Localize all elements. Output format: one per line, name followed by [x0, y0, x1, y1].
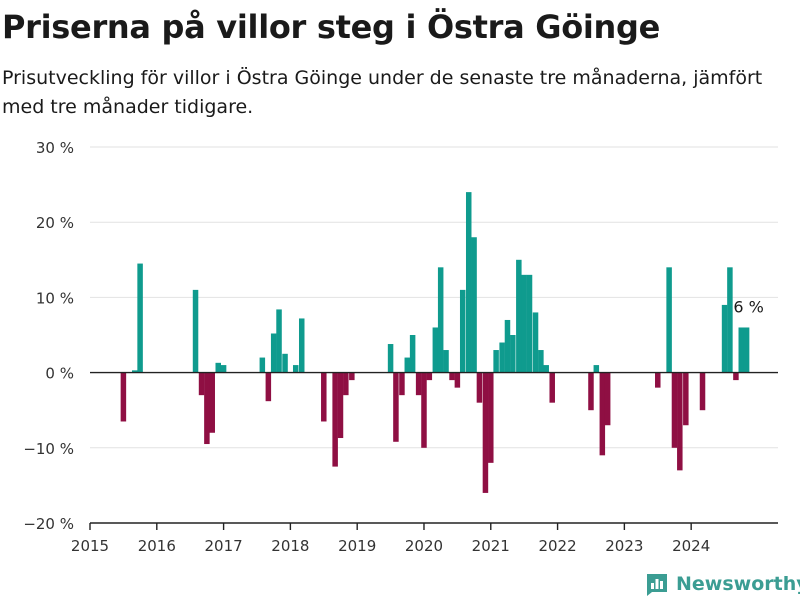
bar-negative — [733, 372, 739, 381]
bar-positive — [521, 274, 527, 373]
bar-negative — [198, 372, 205, 396]
x-tick-label: 2016 — [138, 537, 176, 555]
bar-positive — [510, 335, 516, 373]
bar-positive — [132, 370, 138, 373]
x-tick-label: 2020 — [405, 537, 443, 555]
y-tick-label: 0 % — [45, 365, 74, 383]
x-tick-label: 2022 — [538, 537, 576, 555]
chart-title: Priserna på villor steg i Östra Göinge — [2, 8, 661, 46]
x-tick-label: 2023 — [605, 537, 643, 555]
bar-chart-logo-icon — [647, 574, 667, 596]
bar-positive — [738, 327, 745, 373]
bar-positive — [721, 304, 728, 373]
bar-negative — [449, 372, 455, 381]
x-tick-label: 2018 — [271, 537, 309, 555]
bar-negative — [415, 372, 422, 396]
bar-negative — [454, 372, 461, 388]
bar-negative — [604, 372, 611, 426]
x-tick-label: 2017 — [204, 537, 242, 555]
bar-positive — [499, 342, 505, 373]
x-tick-label: 2024 — [672, 537, 710, 555]
bar-negative — [655, 372, 661, 388]
bar-negative — [265, 372, 272, 402]
bar-positive — [443, 350, 449, 373]
bar-positive — [493, 350, 499, 373]
x-tick-label: 2019 — [338, 537, 376, 555]
bar-negative — [343, 372, 349, 396]
bar-positive — [259, 357, 266, 373]
bar-positive — [270, 333, 277, 373]
y-tick-label: 30 % — [36, 139, 74, 157]
bar-negative — [699, 372, 706, 411]
bar-negative — [209, 372, 215, 433]
bar-positive — [727, 267, 733, 373]
bar-positive — [516, 259, 522, 373]
bar-negative — [426, 372, 433, 381]
x-tick-label: 2015 — [71, 537, 109, 555]
bar-positive — [387, 344, 394, 373]
bar-positive — [298, 318, 305, 373]
bar-positive — [192, 289, 199, 373]
bar-negative — [421, 372, 427, 448]
bar-negative — [332, 372, 338, 467]
bar-negative — [393, 372, 399, 442]
bar-negative — [671, 372, 678, 448]
bar-negative — [337, 372, 344, 439]
newsworthy-logo: Newsworthy — [644, 570, 800, 598]
bar-positive — [593, 365, 600, 373]
bar-negative — [399, 372, 405, 396]
bar-positive — [532, 312, 539, 373]
bar-negative — [683, 372, 689, 426]
bar-positive — [276, 309, 282, 373]
bar-positive — [465, 192, 472, 373]
axes — [89, 371, 778, 530]
bar-negative — [482, 372, 489, 493]
bar-negative — [549, 372, 555, 403]
bar-positive — [437, 267, 444, 373]
y-tick-label: 20 % — [36, 214, 74, 232]
bar-positive — [432, 327, 439, 373]
y-tick-label: −20 % — [23, 515, 74, 533]
bar-positive — [666, 267, 672, 373]
bar-positive — [526, 274, 533, 373]
bar-negative — [349, 372, 355, 381]
bar-positive — [538, 350, 544, 373]
bar-negative — [120, 372, 127, 422]
bar-negative — [677, 372, 683, 471]
bar-negative — [588, 372, 594, 411]
bar-negative — [321, 372, 327, 422]
bar-positive — [282, 353, 288, 373]
bar-positive — [215, 362, 221, 373]
bar-positive — [404, 357, 411, 373]
bar-positive — [137, 263, 143, 373]
bar-negative — [488, 372, 494, 463]
chart-subtitle: Prisutveckling för villor i Östra Göinge… — [2, 67, 763, 118]
y-tick-label: −10 % — [23, 440, 74, 458]
bar-positive — [220, 365, 227, 373]
x-tick-label: 2021 — [472, 537, 510, 555]
value-annotation: 6 % — [733, 297, 763, 316]
bar-positive — [743, 327, 750, 373]
brand-name: Newsworthy — [676, 573, 800, 595]
bar-positive — [543, 365, 549, 373]
bar-negative — [204, 372, 210, 445]
y-tick-label: 10 % — [36, 289, 74, 307]
bar-negative — [599, 372, 606, 456]
bars — [120, 192, 750, 493]
tick-labels: −20 % −10 % 0 % 10 % 20 % 30 % 2015 2016 2017 201… — [23, 139, 764, 555]
bar-positive — [471, 237, 477, 373]
bar-positive — [409, 335, 416, 373]
bar-positive — [504, 319, 511, 373]
bar-positive — [459, 289, 466, 373]
bar-positive — [292, 365, 299, 373]
bar-negative — [476, 372, 483, 403]
